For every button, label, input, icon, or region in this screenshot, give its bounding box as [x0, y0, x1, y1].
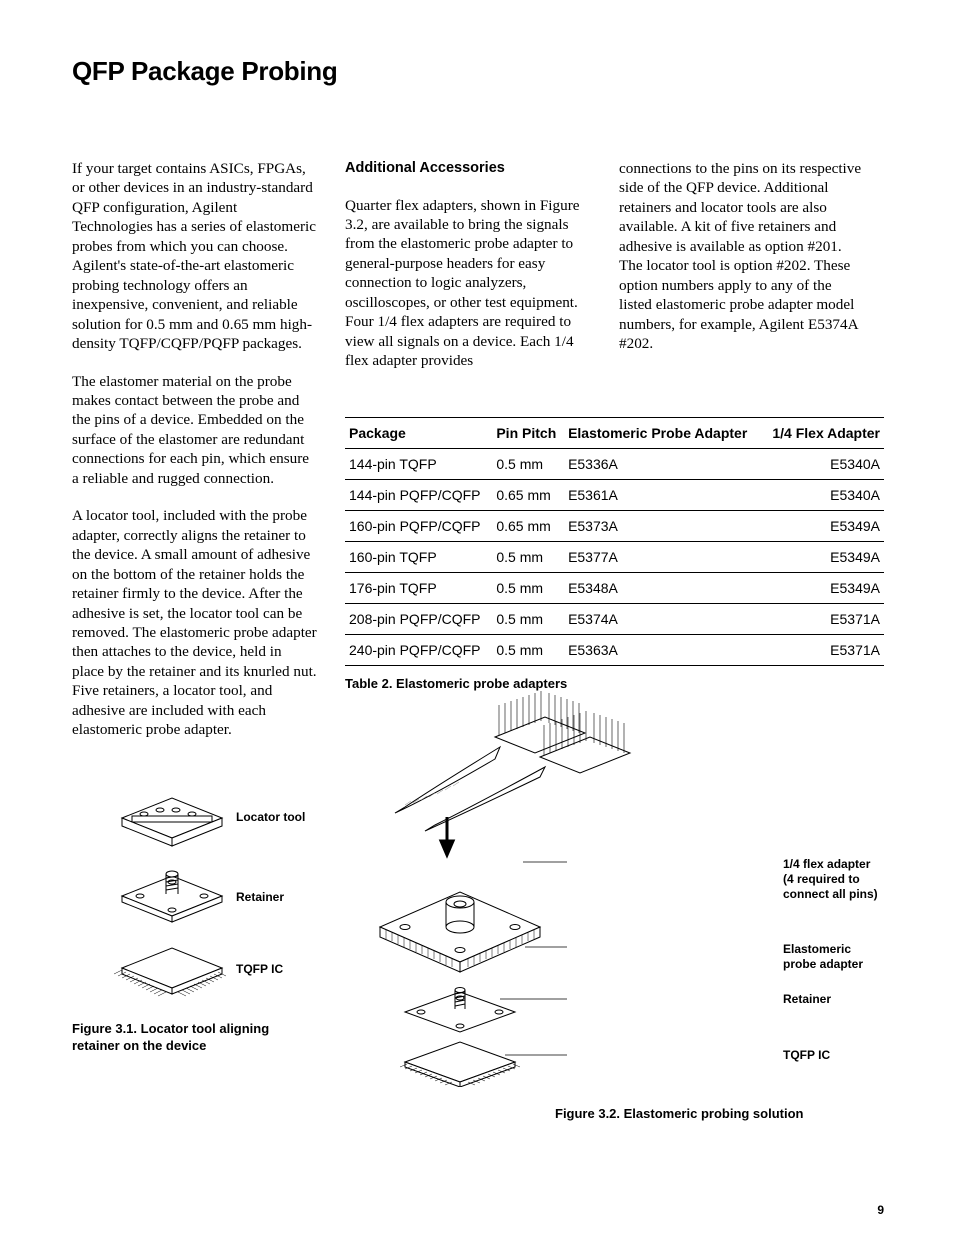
table-cell: 0.5 mm: [492, 448, 564, 479]
table-cell: E5349A: [762, 510, 884, 541]
table-cell: 0.65 mm: [492, 510, 564, 541]
th-flex: 1/4 Flex Adapter: [762, 417, 884, 448]
th-adapter: Elastomeric Probe Adapter: [564, 417, 762, 448]
table-cell: E5349A: [762, 572, 884, 603]
table-cell: 0.5 mm: [492, 603, 564, 634]
table-cell: 208-pin PQFP/CQFP: [345, 603, 492, 634]
column-3: connections to the pins on its respectiv…: [619, 159, 867, 389]
table-row: 240-pin PQFP/CQFP0.5 mmE5363AE5371A: [345, 634, 884, 665]
table-cell: E5363A: [564, 634, 762, 665]
table-row: 160-pin PQFP/CQFP0.65 mmE5373AE5349A: [345, 510, 884, 541]
intro-para-2: The elastomer material on the probe make…: [72, 372, 317, 489]
accessories-para: Quarter flex adapters, shown in Figure 3…: [345, 196, 593, 371]
figure-3-1: Locator tool Retainer TQFP IC Figure 3.1…: [72, 788, 317, 1055]
table-cell: E5348A: [564, 572, 762, 603]
probe-adapter-table: Package Pin Pitch Elastomeric Probe Adap…: [345, 417, 884, 666]
table-row: 144-pin TQFP0.5 mmE5336AE5340A: [345, 448, 884, 479]
fig1-label-retainer: Retainer: [236, 890, 284, 905]
figure-3-1-caption: Figure 3.1. Locator tool aligning retain…: [72, 1020, 317, 1055]
table-row: 144-pin PQFP/CQFP0.65 mmE5361AE5340A: [345, 479, 884, 510]
fig2-label-retainer: Retainer: [783, 992, 831, 1007]
table-cell: E5373A: [564, 510, 762, 541]
table-cell: 176-pin TQFP: [345, 572, 492, 603]
table-cell: 144-pin PQFP/CQFP: [345, 479, 492, 510]
th-pitch: Pin Pitch: [492, 417, 564, 448]
fig2-label-flex: 1/4 flex adapter(4 required to connect a…: [783, 857, 884, 902]
table-cell: 0.5 mm: [492, 634, 564, 665]
table-row: 176-pin TQFP0.5 mmE5348AE5349A: [345, 572, 884, 603]
table-cell: 0.5 mm: [492, 572, 564, 603]
table-cell: E5340A: [762, 448, 884, 479]
figure-3-2: 1/4 flex adapter(4 required to connect a…: [345, 687, 884, 1121]
figure-3-2-caption: Figure 3.2. Elastomeric probing solution: [555, 1106, 884, 1121]
table-cell: E5374A: [564, 603, 762, 634]
table-cell: 144-pin TQFP: [345, 448, 492, 479]
page-title: QFP Package Probing: [72, 56, 884, 87]
fig1-label-ic: TQFP IC: [236, 962, 283, 977]
table-cell: E5349A: [762, 541, 884, 572]
page-number: 9: [877, 1203, 884, 1217]
column-2: Additional Accessories Quarter flex adap…: [345, 159, 593, 389]
th-package: Package: [345, 417, 492, 448]
table-cell: 0.65 mm: [492, 479, 564, 510]
fig1-label-locator: Locator tool: [236, 810, 305, 825]
table-cell: 160-pin TQFP: [345, 541, 492, 572]
fig2-label-adapter: Elastomericprobe adapter: [783, 942, 863, 972]
accessories-para-cont: connections to the pins on its respectiv…: [619, 159, 867, 354]
table-cell: E5361A: [564, 479, 762, 510]
accessories-heading: Additional Accessories: [345, 159, 593, 178]
table-cell: 240-pin PQFP/CQFP: [345, 634, 492, 665]
intro-para-3: A locator tool, included with the probe …: [72, 506, 317, 739]
fig2-label-ic: TQFP IC: [783, 1048, 830, 1063]
table-cell: E5371A: [762, 634, 884, 665]
table-row: 160-pin TQFP0.5 mmE5377AE5349A: [345, 541, 884, 572]
intro-para-1: If your target contains ASICs, FPGAs, or…: [72, 159, 317, 354]
table-cell: 0.5 mm: [492, 541, 564, 572]
table-cell: E5336A: [564, 448, 762, 479]
table-row: 208-pin PQFP/CQFP0.5 mmE5374AE5371A: [345, 603, 884, 634]
table-cell: E5340A: [762, 479, 884, 510]
table-cell: E5371A: [762, 603, 884, 634]
table-cell: 160-pin PQFP/CQFP: [345, 510, 492, 541]
table-cell: E5377A: [564, 541, 762, 572]
column-1: If your target contains ASICs, FPGAs, or…: [72, 159, 317, 1121]
figure-3-2-svg: [345, 687, 665, 1087]
